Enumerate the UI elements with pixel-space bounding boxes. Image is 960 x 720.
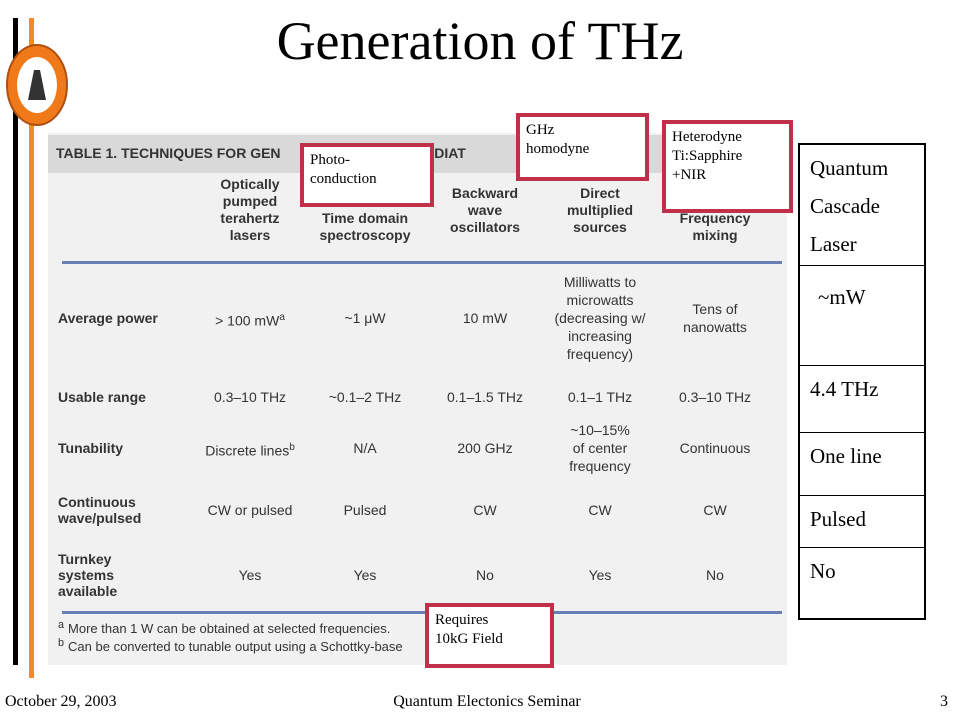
cell: ~1 μW: [344, 310, 386, 326]
side-cell: Pulsed: [800, 496, 924, 548]
row-label: Continuous wave/pulsed: [58, 494, 142, 526]
footnote-mark: b: [58, 637, 65, 649]
row-label: Average power: [58, 310, 158, 326]
footnote: a More than 1 W can be obtained at select…: [58, 619, 390, 636]
cell-text: Discrete lines: [205, 442, 290, 459]
row-label: Turnkey systems available: [58, 551, 118, 599]
side-cell: Quantum Cascade Laser: [800, 145, 924, 266]
slide-title: Generation of THz: [276, 11, 684, 71]
cell-text: > 100 mW: [215, 312, 280, 329]
cell: ~10–15% of center frequency: [569, 422, 631, 474]
cell: N/A: [353, 440, 377, 456]
side-cell: One line: [800, 433, 924, 496]
side-cell: 4.4 THz: [800, 366, 924, 433]
left-bar-orange: [29, 18, 34, 678]
cell: Yes: [238, 567, 262, 583]
rule: [62, 261, 782, 264]
row-label: Tunability: [58, 440, 124, 456]
cell: No: [706, 567, 724, 583]
footnote: b Can be converted to tunable output usin…: [58, 637, 403, 654]
table-caption: TABLE 1. TECHNIQUES FOR GEN: [56, 145, 281, 161]
side-cell: No: [810, 559, 836, 583]
column-header: Time domain spectroscopy: [319, 210, 411, 243]
cell: 0.1–1 THz: [567, 389, 633, 405]
footnote-text: More than 1 W can be obtained at selecte…: [68, 621, 391, 637]
cell: Milliwatts to microwatts (decreasing w/ …: [554, 274, 646, 362]
callout: Requires 10kG Field: [425, 603, 554, 668]
logo: [6, 44, 68, 126]
footnote-mark: a: [58, 619, 65, 631]
cell: CW or pulsed: [207, 502, 293, 518]
footnote-mark: a: [279, 312, 285, 323]
cell: Yes: [353, 567, 377, 583]
cell: CW: [588, 502, 612, 518]
callout: Photo- conduction: [300, 143, 434, 207]
cell: 0.3–10 THz: [678, 389, 752, 405]
row-label: Usable range: [58, 389, 146, 405]
side-cell: ~mW: [800, 266, 924, 366]
cell: 10 mW: [462, 310, 508, 326]
callout: Heterodyne Ti:Sapphire +NIR: [662, 120, 793, 213]
cell: Yes: [588, 567, 612, 583]
footnote-text: Can be converted to tunable output using…: [68, 639, 403, 655]
callout: GHz homodyne: [516, 113, 649, 181]
cell: Tens of nanowatts: [683, 301, 747, 335]
column-header: Optically pumped terahertz lasers: [220, 176, 280, 243]
rule: [62, 611, 782, 614]
cell: Continuous: [679, 440, 751, 456]
cell: Discrete linesb: [184, 439, 316, 460]
side-table: Quantum Cascade Laser ~mW 4.4 THz One line P…: [798, 143, 926, 620]
column-header: Backward wave oscillators: [449, 185, 521, 235]
left-bar-black: [13, 18, 18, 665]
cell: Pulsed: [343, 502, 387, 518]
footer-page: 3: [940, 693, 948, 710]
cell: 200 GHz: [457, 440, 513, 456]
cell: CW: [473, 502, 497, 518]
cell: No: [476, 567, 494, 583]
cell: > 100 mWa: [184, 309, 316, 330]
cell: CW: [703, 502, 727, 518]
cell: 0.3–10 THz: [213, 389, 287, 405]
column-header: Frequency mixing: [679, 210, 751, 243]
footer-event: Quantum Electonics Seminar: [393, 693, 581, 710]
cell: ~0.1–2 THz: [328, 389, 402, 405]
cell: 0.1–1.5 THz: [446, 389, 523, 405]
footer-date: October 29, 2003: [5, 693, 117, 710]
footnote-mark: b: [289, 442, 295, 453]
column-header: Direct multiplied sources: [566, 185, 634, 235]
